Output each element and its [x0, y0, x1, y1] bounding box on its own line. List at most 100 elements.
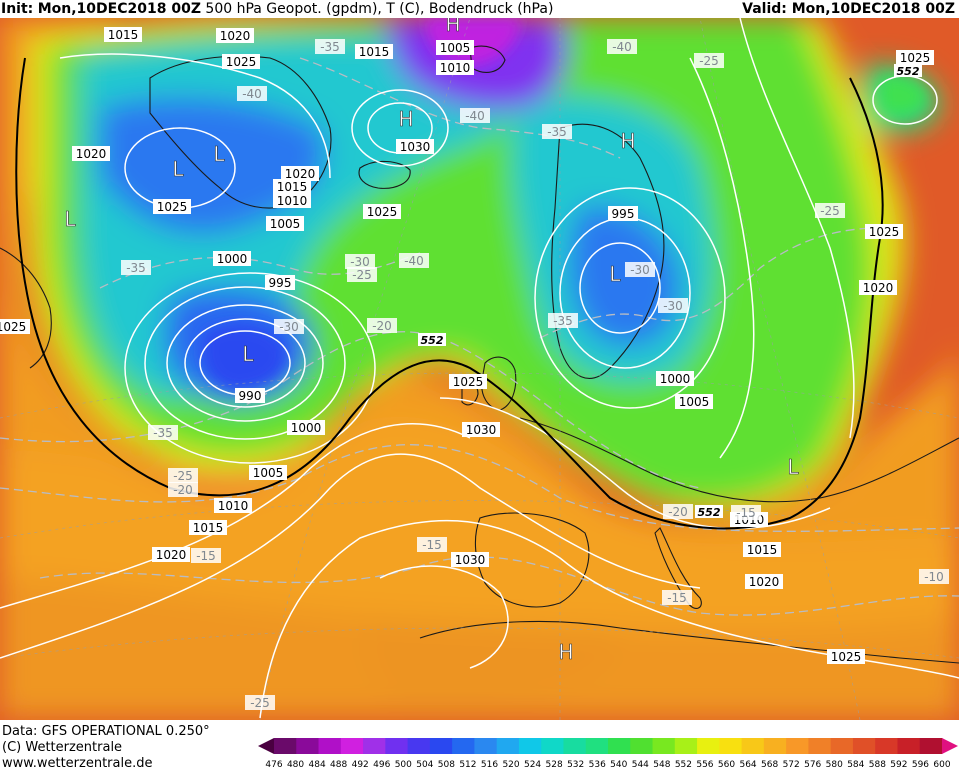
temperature-label-text: -35 — [547, 125, 567, 139]
temperature-label-bg — [548, 313, 578, 328]
pressure-label-text: 1010 — [277, 194, 308, 208]
pressure-labels: 1015 1020 1025 1015 1005 1010 1025 1020 1030 1020… — [0, 27, 934, 664]
temperature-label: -25 — [347, 267, 377, 282]
temperature-label-text: -25 — [699, 54, 719, 68]
scale-tick-label: 592 — [890, 760, 907, 770]
scale-tick-label: 492 — [352, 760, 369, 770]
pressure-label-bg — [827, 649, 865, 664]
pressure-label: 1005 — [266, 216, 304, 231]
geopotential-label-text: 552 — [897, 65, 920, 78]
init-label: Init: — [1, 1, 34, 17]
pressure-label-bg — [266, 216, 304, 231]
temperature-label-bg — [121, 260, 151, 275]
pressure-label: 1025 — [222, 54, 260, 69]
temperature-label: -35 — [542, 124, 572, 139]
scale-swatch — [830, 738, 854, 754]
pressure-label-text: 1005 — [440, 41, 471, 55]
temperature-label-text: -35 — [553, 314, 573, 328]
high-pressure-marker: H — [558, 640, 573, 664]
pressure-label-text: 1000 — [660, 372, 691, 386]
temperature-label: -30 — [345, 254, 375, 269]
geopotential-label-bg — [418, 333, 446, 346]
temperature-label: -40 — [460, 108, 490, 123]
scale-swatch — [563, 738, 587, 754]
scale-swatch — [474, 738, 498, 754]
scale-tick-label: 544 — [632, 760, 649, 770]
pressure-label: 1030 — [451, 552, 489, 567]
temperature-label: -15 — [417, 537, 447, 552]
scale-swatch — [897, 738, 921, 754]
valid-value: Mon,10DEC2018 00Z — [791, 1, 955, 17]
chart-footer: Data: GFS OPERATIONAL 0.250° (C) Wetterz… — [0, 720, 959, 771]
scale-tick-label: 524 — [524, 760, 541, 770]
pressure-label: 1025 — [896, 50, 934, 65]
temperature-label-bg — [694, 53, 724, 68]
temperature-label-text: -40 — [242, 87, 262, 101]
italy-coast — [654, 527, 702, 609]
pressure-label-bg — [214, 498, 252, 513]
pressure-label-bg — [249, 465, 287, 480]
scale-arrow-high — [942, 738, 958, 754]
geopotential-label-bg — [695, 505, 723, 518]
pressure-label: 1000 — [656, 371, 694, 386]
temperature-label: -30 — [274, 319, 304, 334]
temperature-label-text: -20 — [668, 505, 688, 519]
north-africa-coast — [419, 620, 959, 664]
pressure-label-text: 1020 — [76, 147, 107, 161]
scale-tick-label: 552 — [675, 760, 692, 770]
pressure-label-text: 1020 — [749, 575, 780, 589]
pressure-label-text: 1025 — [900, 51, 931, 65]
pressure-label-bg — [213, 251, 251, 266]
pressure-label-bg — [281, 166, 319, 181]
scale-swatch — [674, 738, 698, 754]
scale-swatch — [385, 738, 409, 754]
high-pressure-marker: H — [620, 129, 635, 153]
scale-tick-label: 536 — [589, 760, 606, 770]
pressure-label-text: 1025 — [0, 320, 26, 334]
scale-swatch — [697, 738, 720, 754]
pressure-label-text: 1030 — [455, 553, 486, 567]
pressure-label: 1020 — [216, 28, 254, 43]
temperature-label: -20 — [663, 504, 693, 519]
high-pressure-marker: H — [445, 18, 460, 36]
scale-tick-label: 568 — [761, 760, 778, 770]
temperature-labels: -35 -40-40-25-40-35-35 -40-30-25-30 -20-30-… — [121, 39, 949, 710]
geopotential-label-bg — [894, 64, 922, 77]
pressure-label: 1010 — [273, 193, 311, 208]
pressure-label-bg — [859, 280, 897, 295]
temperature-label-text: -40 — [404, 254, 424, 268]
temperature-label-bg — [417, 537, 447, 552]
temperature-label: -15 — [191, 548, 221, 563]
scale-arrow-low — [258, 738, 274, 754]
labrador-coast — [0, 247, 52, 369]
scale-swatch — [919, 738, 943, 754]
pressure-label: 1015 — [743, 542, 781, 557]
scale-swatch — [741, 738, 765, 754]
pressure-label-text: 1000 — [291, 421, 322, 435]
pressure-label: 1015 — [355, 44, 393, 59]
scale-tick-label: 480 — [287, 760, 304, 770]
temperature-label-bg — [815, 203, 845, 218]
pressure-label-bg — [462, 422, 500, 437]
pressure-label-text: 1015 — [277, 180, 308, 194]
temperature-label-text: -35 — [126, 261, 146, 275]
temperature-label-bg — [367, 318, 397, 333]
geopotential-fill — [0, 18, 959, 720]
pressure-label-bg — [363, 204, 401, 219]
pressure-label: 990 — [235, 388, 265, 403]
scale-tick-label: 520 — [502, 760, 519, 770]
temperature-label-bg — [148, 425, 178, 440]
geopotential-552-line — [15, 57, 884, 530]
low-pressure-marker: L — [609, 262, 621, 286]
pressure-label-bg — [265, 275, 295, 290]
pressure-label: 1025 — [153, 199, 191, 214]
pressure-label-bg — [72, 146, 110, 161]
pressure-label-bg — [656, 371, 694, 386]
pressure-label-text: 1015 — [359, 45, 390, 59]
data-source-text: Data: GFS OPERATIONAL 0.250° — [2, 724, 210, 739]
temperature-label-bg — [237, 86, 267, 101]
pressure-label-bg — [436, 40, 474, 55]
pressure-label-text: 1020 — [863, 281, 894, 295]
temperature-label-text: -25 — [250, 696, 270, 710]
